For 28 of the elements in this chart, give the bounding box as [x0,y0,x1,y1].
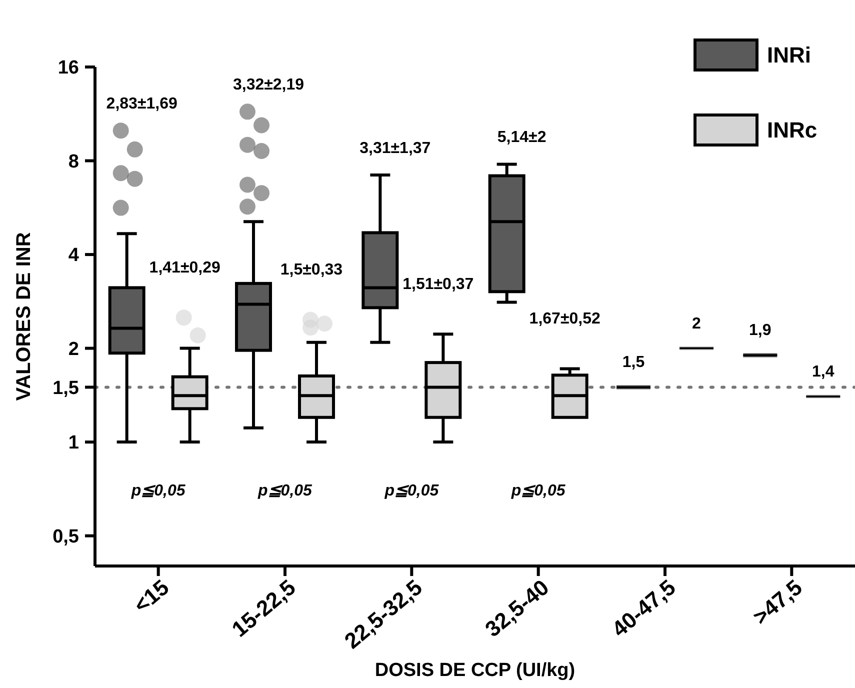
text: 2 [692,315,701,332]
y-tick-label: 16 [58,58,79,79]
text: 1,9 [749,322,772,340]
x-tick-label: <15 [128,574,174,618]
text: 1,4 [812,364,834,381]
y-tick-label: 0,5 [52,526,80,548]
text: 2,83±1,69 [106,96,178,113]
legend-label: INRc [767,118,818,143]
text: 1,67±0,52 [529,310,600,328]
y-tick-label: 4 [68,245,80,266]
text: 1,41±0,29 [149,260,220,277]
text: 3,31±1,37 [360,140,431,158]
text: 1,5 [622,354,645,372]
annotation: p≦0,05 [384,482,440,500]
text: 3,32±2,19 [232,76,304,94]
y-tick-label: 8 [68,151,79,172]
text: 5,14±2 [497,129,546,146]
annotation: p≦0,05 [130,482,186,500]
annotation: p≦0,05 [257,482,314,500]
y-axis-title: VALORES DE INR [13,232,35,401]
y-tick-label: 1,5 [52,378,80,399]
text: 1,5±0,33 [280,262,343,279]
y-tick-label: 1 [68,432,80,454]
x-axis-title: DOSIS DE CCP (UI/kg) [374,660,576,681]
text: 1,51±0,37 [402,276,474,294]
y-tick-label: 2 [68,338,79,360]
legend-label: INRi [767,42,811,68]
annotation: p≦0,05 [510,482,566,500]
